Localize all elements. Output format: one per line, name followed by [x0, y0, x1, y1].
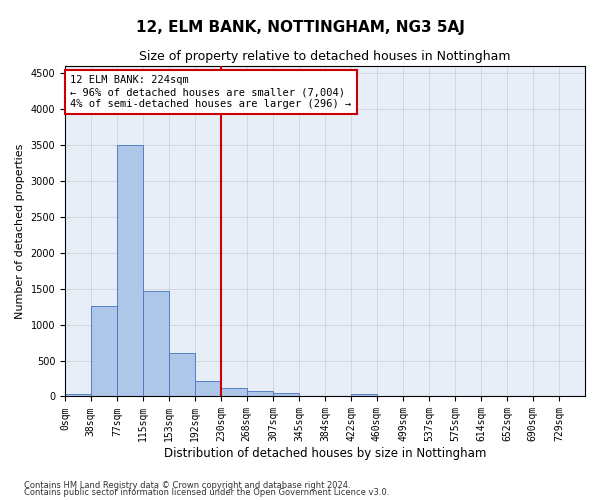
Bar: [117, 144, 143, 396]
Title: Size of property relative to detached houses in Nottingham: Size of property relative to detached ho…: [139, 50, 511, 63]
Bar: [247, 390, 273, 396]
Text: 12, ELM BANK, NOTTINGHAM, NG3 5AJ: 12, ELM BANK, NOTTINGHAM, NG3 5AJ: [136, 20, 464, 35]
Bar: [143, 292, 169, 397]
Text: Contains HM Land Registry data © Crown copyright and database right 2024.: Contains HM Land Registry data © Crown c…: [24, 480, 350, 490]
Bar: [169, 352, 195, 397]
Bar: [351, 394, 377, 396]
Bar: [273, 392, 299, 396]
Bar: [91, 306, 117, 396]
Bar: [221, 388, 247, 396]
Text: 12 ELM BANK: 224sqm
← 96% of detached houses are smaller (7,004)
4% of semi-deta: 12 ELM BANK: 224sqm ← 96% of detached ho…: [70, 76, 352, 108]
Bar: [195, 380, 221, 396]
Bar: [65, 394, 91, 396]
Y-axis label: Number of detached properties: Number of detached properties: [15, 144, 25, 318]
Text: Contains public sector information licensed under the Open Government Licence v3: Contains public sector information licen…: [24, 488, 389, 497]
X-axis label: Distribution of detached houses by size in Nottingham: Distribution of detached houses by size …: [164, 447, 486, 460]
